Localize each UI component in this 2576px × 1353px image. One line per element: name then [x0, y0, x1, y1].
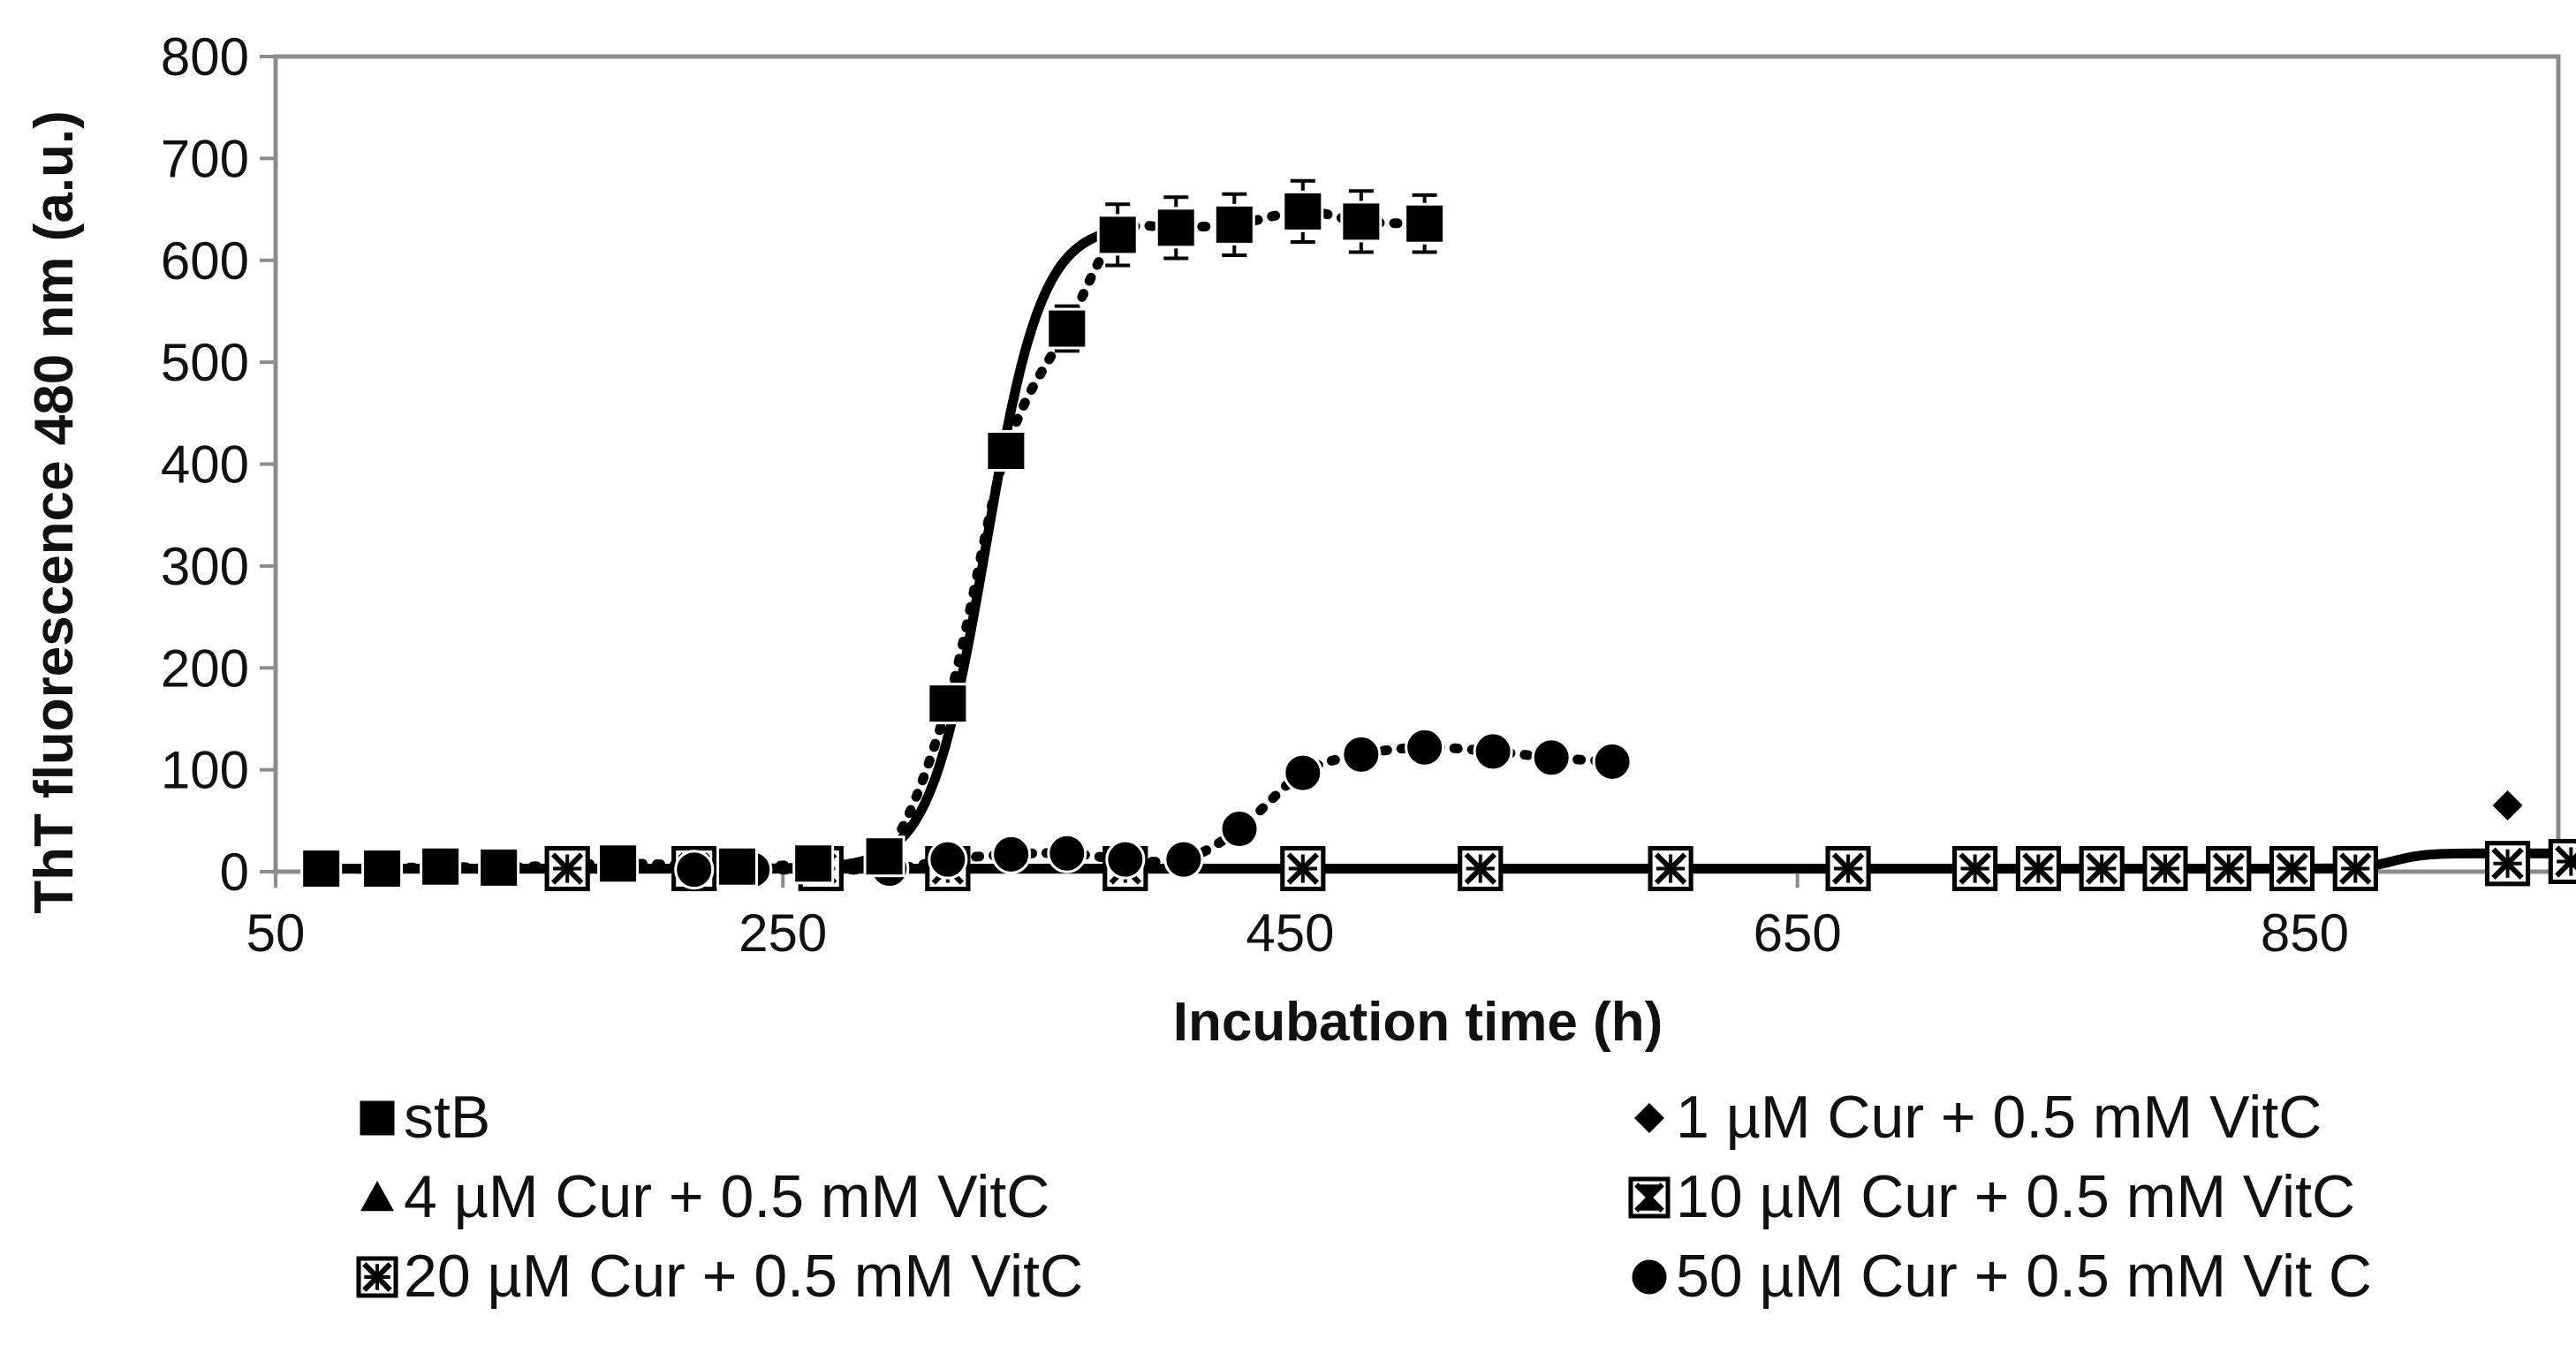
square-point: [1282, 190, 1324, 232]
square-point: [1155, 207, 1197, 249]
square-point: [1213, 203, 1255, 246]
legend-diamond-marker: [1634, 1103, 1664, 1133]
x-tick-label: 650: [1754, 903, 1842, 963]
y-tick-label: 300: [161, 537, 249, 596]
square-point: [597, 843, 640, 885]
y-tick-label: 700: [161, 129, 249, 188]
legend: stB 1 µM Cur + 0.5 mM VitC 4 µM Cur + 0.5 …: [356, 1084, 2372, 1310]
stb-fit-curve: [300, 226, 1114, 873]
circle-point: [1473, 731, 1513, 772]
square-point: [1046, 307, 1088, 350]
square-point: [300, 848, 343, 890]
square-star-point: [544, 846, 590, 892]
square-star-point: [2332, 846, 2378, 892]
circle-point: [1531, 737, 1572, 778]
legend-triangle-marker: [360, 1181, 394, 1212]
square-star-point: [2079, 846, 2125, 892]
circle-point: [1592, 741, 1633, 782]
data-markers: [300, 178, 2576, 892]
x-tick-label: 250: [739, 903, 827, 963]
square-star-point: [1458, 846, 1504, 892]
legend-label: 4 µM Cur + 0.5 mM VitC: [404, 1163, 1049, 1230]
circle-point: [1047, 833, 1087, 873]
legend-square-star-marker: [356, 1256, 398, 1298]
legend-label: 20 µM Cur + 0.5 mM VitC: [404, 1243, 1083, 1310]
square-point: [1404, 202, 1446, 245]
circle-point: [1163, 839, 1204, 880]
square-point: [361, 848, 404, 890]
legend-item: stB: [357, 1084, 490, 1151]
y-tick-label: 800: [161, 27, 249, 87]
legend-label: 50 µM Cur + 0.5 mM Vit C: [1676, 1243, 2372, 1310]
legend-square-marker: [357, 1098, 398, 1138]
square-point: [478, 846, 520, 888]
square-point: [863, 835, 905, 878]
axes: [260, 54, 2561, 888]
y-tick-label: 600: [161, 231, 249, 291]
square-point: [985, 430, 1027, 472]
square-star-point: [2142, 846, 2188, 892]
circle-point: [674, 850, 715, 890]
stb-dotted-line: [316, 206, 1430, 875]
y-axis-title: ThT fluorescence 480 nm (a.u.): [24, 110, 85, 914]
tick-labels: 0 100 200 300 400 500 600 700 800 50 250 450 650 850: [161, 27, 2349, 963]
circle-point: [991, 834, 1032, 874]
fit-curves: [300, 206, 2562, 875]
x-axis-title: Incubation time (h): [1173, 992, 1663, 1053]
square-star-point: [1825, 846, 1871, 892]
diamond-point: [2492, 790, 2523, 821]
legend-label: 1 µM Cur + 0.5 mM VitC: [1676, 1084, 2322, 1151]
x-tick-label: 50: [246, 903, 306, 963]
square-star-point: [1280, 846, 1326, 892]
square-star-point: [2015, 846, 2061, 892]
secondary-fit-curve: [2279, 854, 2562, 871]
square-star-point: [2485, 841, 2531, 887]
circle-point: [1405, 727, 1445, 767]
legend-item: 10 µM Cur + 0.5 mM VitC: [1628, 1163, 2355, 1230]
legend-label: 10 µM Cur + 0.5 mM VitC: [1676, 1163, 2355, 1230]
legend-circle-marker: [1629, 1257, 1670, 1297]
legend-square-x-marker: [1628, 1176, 1671, 1219]
square-point: [792, 843, 835, 885]
x-tick-label: 450: [1246, 903, 1334, 963]
circle-point: [1283, 752, 1323, 793]
square-point: [716, 845, 759, 888]
circle-point: [928, 839, 968, 880]
legend-item: 20 µM Cur + 0.5 mM VitC: [356, 1243, 1083, 1310]
square-point: [420, 845, 462, 888]
square-star-point: [2206, 846, 2252, 892]
legend-label: stB: [404, 1084, 490, 1151]
square-star-point: [2269, 846, 2315, 892]
y-tick-label: 0: [220, 843, 249, 902]
y-tick-label: 400: [161, 435, 249, 495]
circle-point: [1341, 734, 1382, 775]
legend-item: 1 µM Cur + 0.5 mM VitC: [1634, 1084, 2322, 1151]
circle-point: [1219, 809, 1260, 850]
square-point: [1340, 200, 1383, 243]
circle-point: [1105, 839, 1146, 880]
y-tick-label: 200: [161, 639, 249, 698]
y-tick-label: 100: [161, 741, 249, 800]
x-tick-label: 850: [2261, 903, 2349, 963]
square-star-point: [1952, 846, 1998, 892]
square-star-point: [1648, 846, 1693, 892]
square-point: [927, 683, 969, 725]
square-point: [1096, 214, 1139, 256]
legend-item: 50 µM Cur + 0.5 mM Vit C: [1629, 1243, 2372, 1310]
y-tick-label: 500: [161, 333, 249, 392]
square-star-point: [2548, 838, 2576, 884]
legend-item: 4 µM Cur + 0.5 mM VitC: [360, 1163, 1049, 1230]
